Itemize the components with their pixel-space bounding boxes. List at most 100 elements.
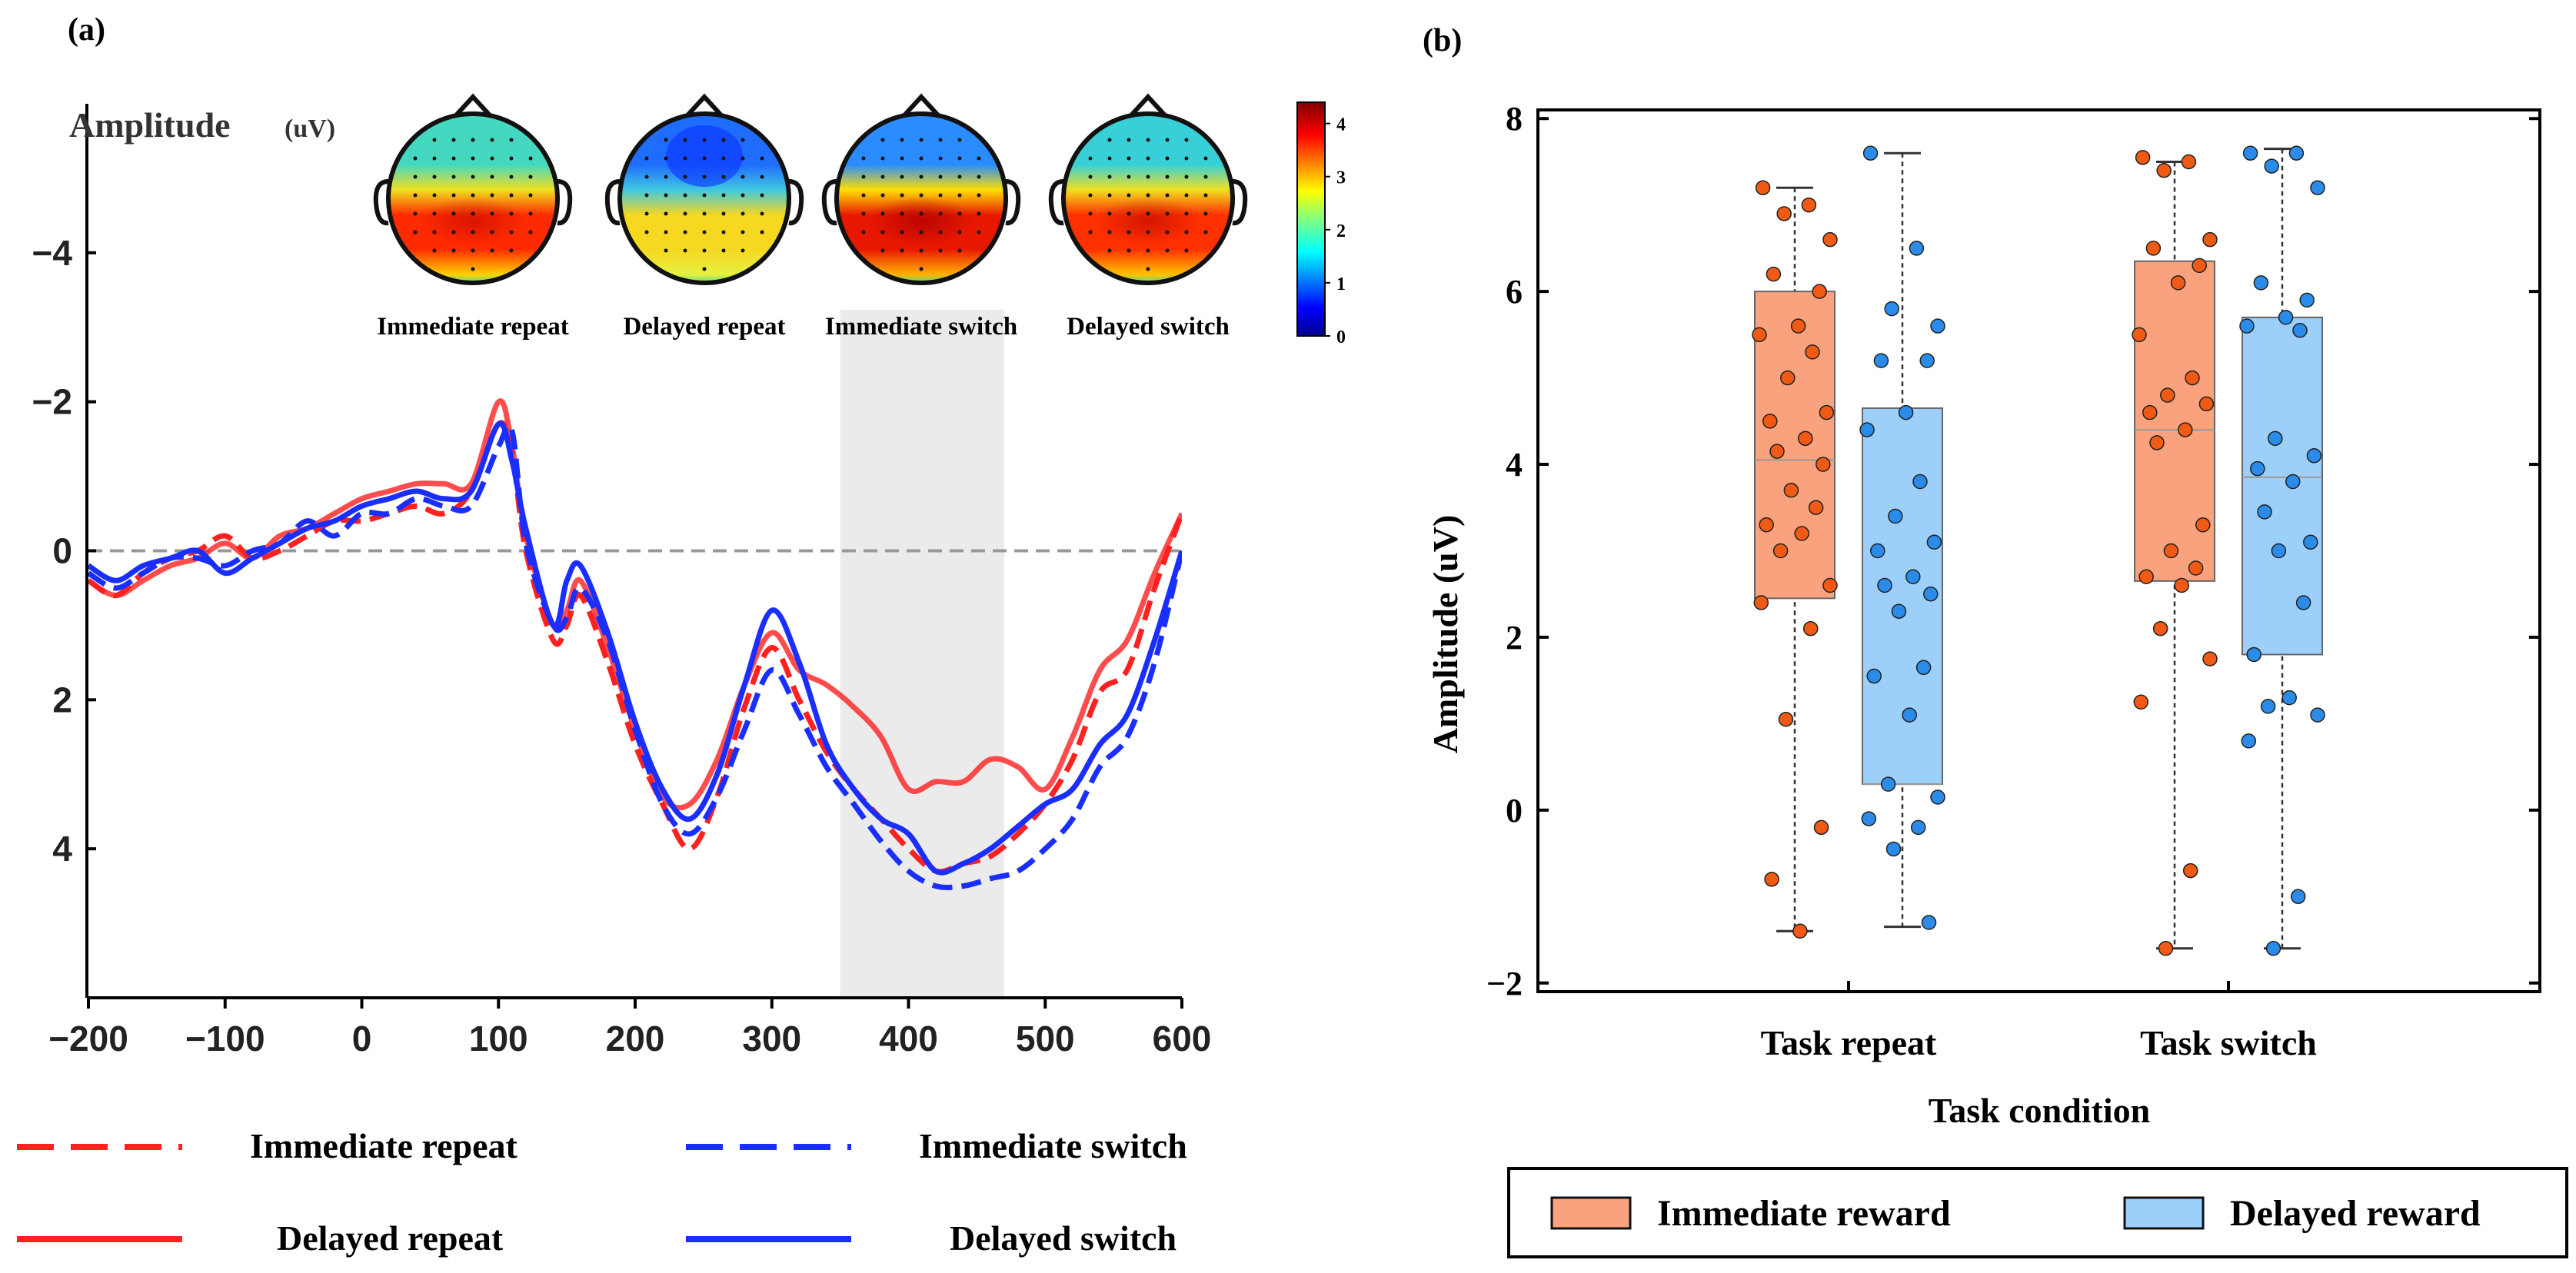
y-tick-label: 0: [52, 531, 72, 571]
data-point: [1885, 841, 1902, 857]
data-point: [1753, 595, 1769, 610]
data-point: [2303, 534, 2318, 550]
data-point: [1926, 534, 1942, 550]
data-point: [2182, 863, 2198, 879]
data-point: [1759, 517, 1774, 533]
topomap: Immediate repeat: [373, 93, 573, 341]
y-tick-label: −4: [32, 233, 73, 273]
legend-label: Immediate repeat: [250, 1126, 518, 1165]
data-point: [2170, 275, 2186, 291]
data-point: [1822, 577, 1838, 593]
data-point: [1910, 819, 1926, 836]
data-point: [2149, 435, 2165, 450]
data-point: [1921, 915, 1937, 930]
data-point: [2290, 889, 2306, 905]
legend-label: Delayed switch: [950, 1218, 1177, 1258]
data-point: [1909, 241, 1925, 256]
data-point: [2132, 327, 2147, 343]
box: [2134, 260, 2215, 582]
data-point: [2160, 387, 2175, 403]
x-tick-label: Task repeat: [1761, 1023, 1937, 1062]
data-point: [1930, 789, 1945, 805]
box-delayed-reward-task-repeat: [1859, 145, 1945, 930]
data-point: [1888, 508, 1903, 524]
data-point: [2253, 275, 2269, 291]
colorbar: [1296, 101, 1326, 337]
legend-frame: [1507, 1167, 2568, 1258]
topomap: Delayed repeat: [604, 93, 804, 341]
data-point: [2242, 145, 2258, 161]
data-point: [2156, 162, 2172, 178]
data-point: [1755, 180, 1771, 195]
data-point: [2299, 292, 2315, 308]
data-point: [1870, 543, 1885, 559]
data-point: [2246, 646, 2261, 663]
series-line-delayed-repeat: [88, 398, 1182, 811]
data-point: [2278, 310, 2294, 325]
legend-swatch: [2123, 1196, 2205, 1230]
data-point: [2152, 620, 2168, 636]
data-point: [1859, 422, 1875, 437]
data-point: [1790, 318, 1806, 334]
data-point: [2264, 158, 2279, 174]
x-tick-label: 100: [469, 1019, 528, 1059]
data-point: [1783, 483, 1799, 498]
data-point: [1769, 444, 1785, 459]
box-immediate-reward-task-repeat: [1752, 180, 1838, 939]
topomap-label: Immediate switch: [825, 313, 1017, 341]
topomap-label: Delayed repeat: [623, 313, 785, 341]
data-point: [2241, 733, 2257, 749]
data-point: [2192, 258, 2207, 274]
data-point: [1822, 231, 1838, 248]
data-point: [2142, 404, 2158, 420]
data-point: [1877, 577, 1892, 593]
data-point: [2185, 370, 2200, 386]
y-tick-label: 2: [52, 680, 72, 720]
series-line-delayed-switch: [88, 420, 1182, 876]
data-point: [1898, 404, 1914, 420]
data-point: [2198, 396, 2215, 412]
data-point: [2145, 241, 2162, 256]
data-point: [2202, 231, 2218, 248]
data-point: [2133, 694, 2149, 710]
x-tick-label: −200: [48, 1019, 128, 1059]
data-point: [1905, 569, 1921, 584]
data-point: [1805, 344, 1820, 360]
x-tick-label: 400: [879, 1019, 938, 1059]
data-point: [2158, 941, 2174, 956]
data-point: [1792, 923, 1808, 939]
topomap-label: Delayed switch: [1067, 313, 1230, 341]
data-point: [2295, 595, 2311, 610]
colorbar-tick-label: 1: [1336, 274, 1346, 294]
data-point: [2281, 690, 2297, 706]
data-point: [2239, 318, 2255, 334]
data-point: [1816, 457, 1831, 472]
data-point: [1798, 430, 1813, 447]
data-point: [1772, 543, 1789, 559]
data-point: [2285, 474, 2301, 490]
data-point: [1912, 474, 1928, 490]
data-point: [2288, 145, 2305, 161]
data-point: [1819, 404, 1835, 420]
x-tick-label: 300: [742, 1019, 801, 1059]
data-point: [1780, 370, 1796, 386]
x-tick-label: 500: [1016, 1019, 1075, 1059]
data-point: [2188, 560, 2204, 576]
topomap: Immediate switch: [821, 93, 1021, 341]
data-point: [1861, 811, 1877, 826]
y-axis-unit: (uV): [285, 115, 335, 143]
x-tick-label: Task switch: [2140, 1023, 2317, 1062]
topomap-label: Immediate repeat: [377, 313, 569, 341]
data-point: [1813, 819, 1829, 836]
data-point: [2250, 460, 2265, 477]
data-point: [1930, 318, 1945, 334]
data-point: [2260, 699, 2276, 714]
data-point: [1862, 145, 1879, 161]
series-line-immediate-repeat: [88, 420, 1182, 875]
data-point: [1808, 500, 1824, 516]
topomap: Delayed switch: [1048, 93, 1248, 341]
legend-label: Delayed reward: [2230, 1193, 2481, 1234]
data-point: [1801, 197, 1817, 213]
colorbar-tick-label: 0: [1336, 327, 1346, 347]
boxplot-chart: −2 0 2 4 6 8 Task repeat Task switch Amplitude…: [1426, 100, 2568, 1258]
